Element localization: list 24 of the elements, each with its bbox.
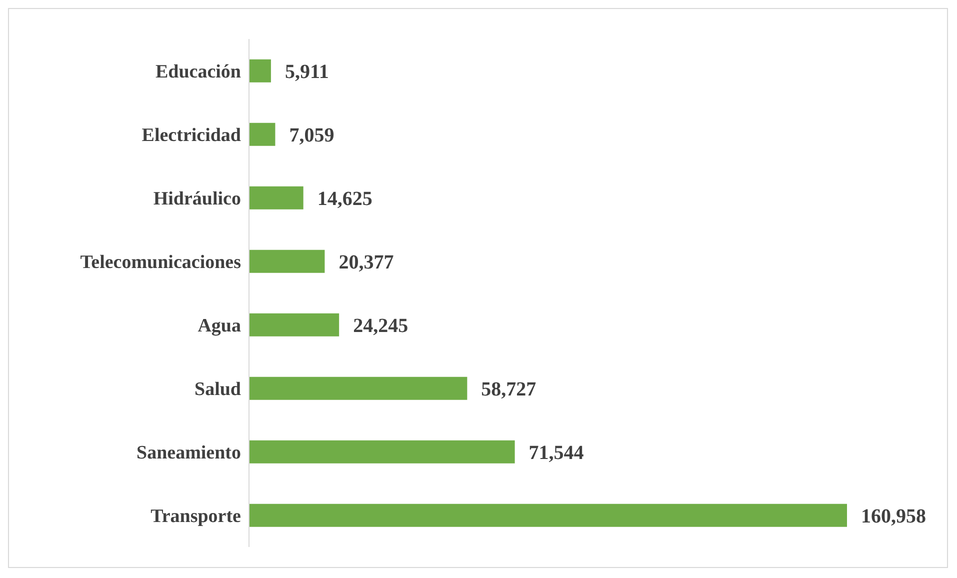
data-label: 20,377 <box>338 251 394 274</box>
bar <box>249 504 847 527</box>
data-label: 58,727 <box>481 378 536 400</box>
bar <box>249 122 276 146</box>
bar <box>249 440 515 464</box>
y-tick-label: Transporte <box>150 506 241 527</box>
bar <box>249 250 325 273</box>
y-tick-label: Hidráulico <box>153 188 241 210</box>
data-label: 24,245 <box>353 314 408 337</box>
bar <box>249 313 340 336</box>
y-tick-label: Agua <box>198 315 242 336</box>
y-tick-label: Electricidad <box>142 124 242 146</box>
y-tick-label: Educación <box>155 61 242 82</box>
y-tick-label: Saneamiento <box>136 442 241 464</box>
data-label: 14,625 <box>317 188 372 210</box>
data-label: 7,059 <box>289 124 334 146</box>
y-tick-label: Telecomunicaciones <box>80 252 241 273</box>
data-label: 71,544 <box>528 442 584 464</box>
bar <box>249 186 304 210</box>
data-label: 5,911 <box>284 60 329 83</box>
data-label: 160,958 <box>861 505 926 528</box>
bar <box>249 59 271 82</box>
y-tick-label: Salud <box>194 378 242 400</box>
bar <box>249 376 468 400</box>
